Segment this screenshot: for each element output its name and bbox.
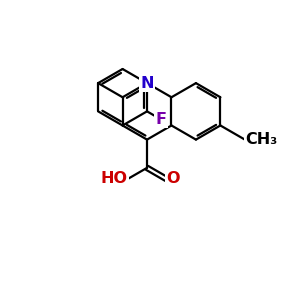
- Text: N: N: [140, 76, 154, 91]
- Text: F: F: [156, 112, 167, 127]
- Text: O: O: [166, 172, 180, 187]
- Text: CH₃: CH₃: [245, 132, 277, 147]
- Text: HO: HO: [101, 172, 128, 187]
